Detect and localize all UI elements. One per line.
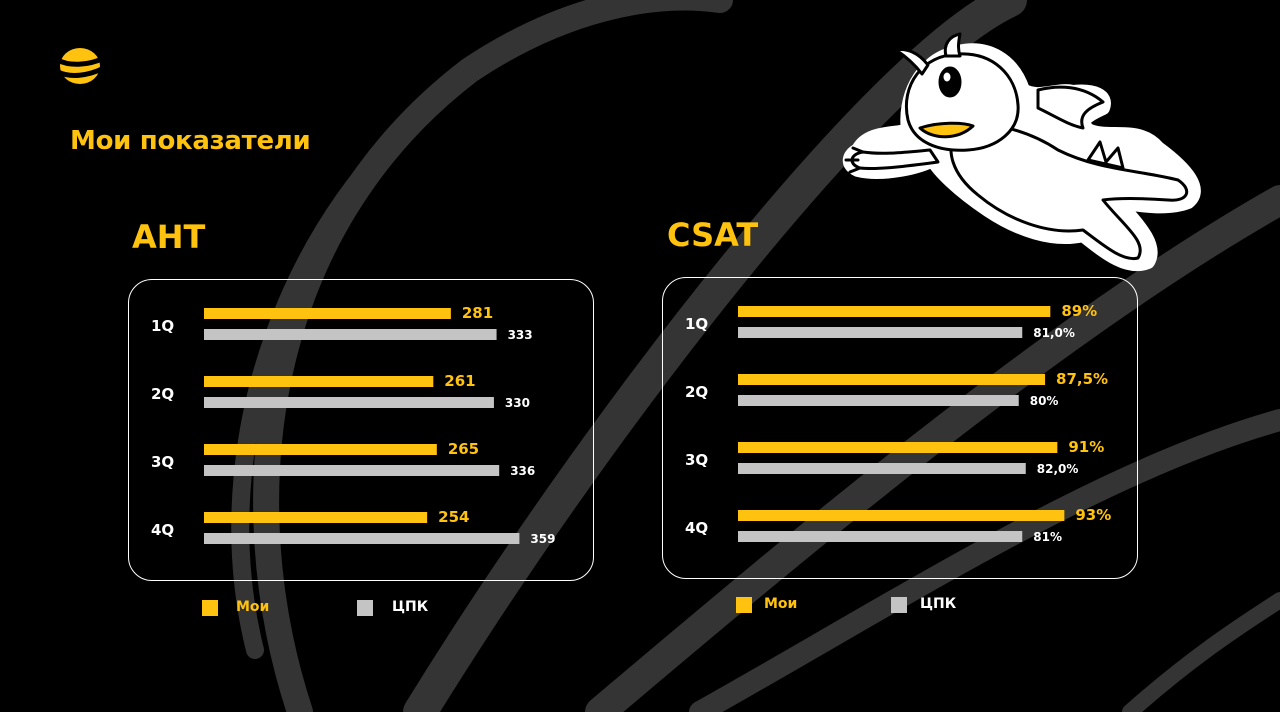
csat-bar-cpk [738, 327, 1023, 338]
legend-swatch-cpk [357, 600, 373, 616]
csat-chart-box: 1Q 89% 81,0% 2Q 87,5% 80% 3Q 91% 82,0% 4Q 93% 81% [662, 277, 1138, 579]
csat-category-label: 3Q [685, 451, 708, 469]
csat-value-label-mine: 89% [1061, 302, 1097, 320]
csat-bar-cpk [738, 395, 1019, 406]
csat-bar-mine [738, 306, 1051, 317]
aht-value-label-mine: 281 [462, 304, 493, 322]
csat-category-label: 2Q [685, 383, 708, 401]
aht-value-label-cpk: 333 [508, 328, 533, 342]
aht-bar-mine [204, 376, 434, 387]
aht-value-label-mine: 265 [448, 440, 479, 458]
csat-value-label-cpk: 81% [1033, 530, 1062, 544]
csat-value-label-cpk: 82,0% [1037, 462, 1079, 476]
aht-category-label: 3Q [151, 453, 174, 471]
csat-category-label: 1Q [685, 315, 708, 333]
dragon-mascot [842, 32, 1201, 272]
page-title: Мои показатели [70, 126, 311, 156]
aht-bar-cpk [204, 329, 497, 340]
aht-value-label-mine: 254 [438, 508, 469, 526]
aht-category-label: 2Q [151, 385, 174, 403]
csat-bar-cpk [738, 463, 1026, 474]
csat-value-label-mine: 87,5% [1056, 370, 1108, 388]
csat-value-label-cpk: 80% [1030, 394, 1059, 408]
aht-chart-svg: 1Q 281 333 2Q 261 330 3Q 265 336 4Q 254 359 [151, 304, 555, 546]
aht-bar-cpk [204, 465, 500, 476]
aht-bar-mine [204, 512, 428, 523]
aht-chart-title: AHT [132, 218, 206, 256]
aht-value-label-cpk: 336 [510, 464, 535, 478]
aht-value-label-cpk: 359 [530, 532, 555, 546]
legend-swatch-mine [736, 597, 752, 613]
legend-swatch-cpk [891, 597, 907, 613]
aht-value-label-cpk: 330 [505, 396, 530, 410]
beeline-logo [58, 48, 104, 84]
aht-bar-cpk [204, 533, 520, 544]
csat-value-label-mine: 93% [1075, 506, 1111, 524]
legend-label-mine: Мои [236, 599, 270, 615]
csat-value-label-cpk: 81,0% [1033, 326, 1075, 340]
csat-chart-title: CSAT [667, 216, 759, 254]
csat-bar-mine [738, 374, 1046, 385]
csat-bar-mine [738, 510, 1065, 521]
csat-chart-svg: 1Q 89% 81,0% 2Q 87,5% 80% 3Q 91% 82,0% 4Q 93% 81% [685, 302, 1111, 544]
aht-value-label-mine: 261 [444, 372, 475, 390]
legend-label-cpk: ЦПК [920, 596, 957, 612]
csat-bar-cpk [738, 531, 1023, 542]
aht-bar-cpk [204, 397, 494, 408]
csat-value-label-mine: 91% [1068, 438, 1104, 456]
aht-bar-mine [204, 308, 451, 319]
legend-swatch-mine [202, 600, 218, 616]
aht-chart-box: 1Q 281 333 2Q 261 330 3Q 265 336 4Q 254 359 [128, 279, 594, 581]
legend-label-mine: Мои [764, 596, 798, 612]
aht-category-label: 4Q [151, 521, 174, 539]
legend-label-cpk: ЦПК [392, 599, 429, 615]
csat-bar-mine [738, 442, 1058, 453]
aht-category-label: 1Q [151, 317, 174, 335]
csat-category-label: 4Q [685, 519, 708, 537]
aht-bar-mine [204, 444, 437, 455]
